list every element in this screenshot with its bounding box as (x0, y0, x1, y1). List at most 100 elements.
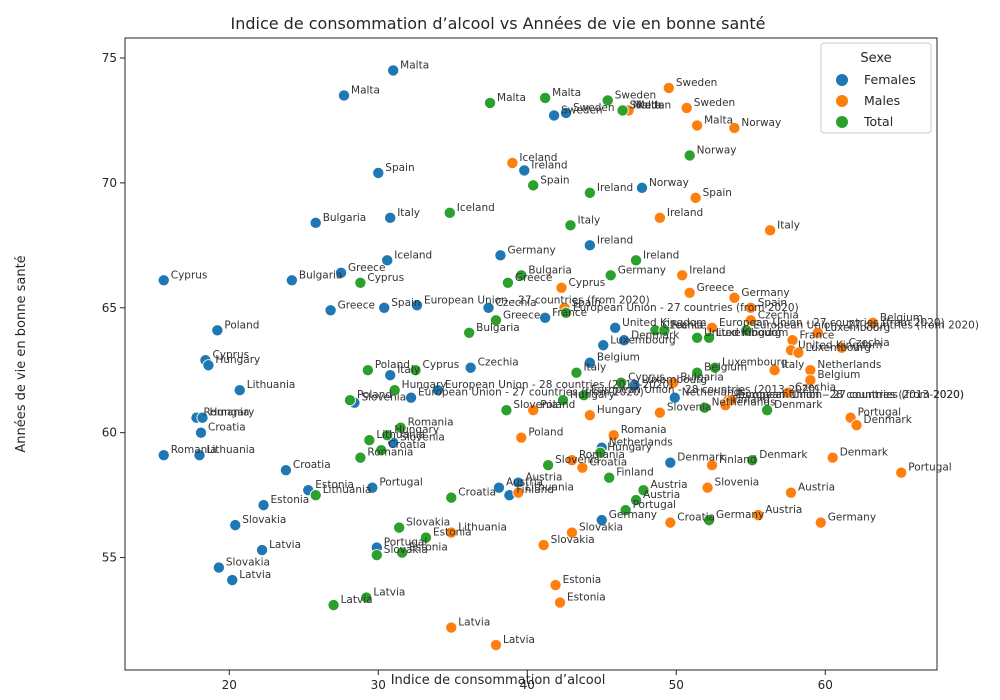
data-point (381, 254, 394, 267)
data-point (668, 391, 681, 404)
data-point (565, 454, 578, 467)
y-axis-label: Années de vie en bonne santé (14, 255, 29, 452)
data-point (577, 389, 590, 402)
data-point (560, 306, 573, 319)
data-point (388, 384, 401, 397)
point-label: Hungary (209, 407, 254, 419)
series-total (309, 91, 774, 612)
y-tick-label: 60 (102, 426, 117, 440)
data-point (691, 119, 704, 132)
point-label: Netherlands (609, 437, 673, 449)
data-point (285, 274, 298, 287)
point-label: European Union - 27 countries (from 2020… (424, 294, 650, 306)
point-label: Estonia (567, 592, 606, 604)
data-point (360, 591, 373, 604)
point-label: Germany (507, 244, 555, 256)
point-label: Belgium (817, 369, 860, 381)
point-label: Finland (732, 394, 770, 406)
data-point (786, 334, 799, 347)
data-point (565, 526, 578, 539)
data-point (506, 156, 519, 169)
point-label: Spain (540, 174, 569, 186)
point-label: Croatia (388, 439, 426, 451)
data-point (618, 334, 631, 347)
point-label: European Union - 27 countries (from 2020… (418, 387, 644, 399)
legend-label: Total (863, 114, 893, 129)
data-point (607, 429, 620, 442)
legend-label: Males (864, 93, 900, 108)
data-point (761, 404, 774, 417)
data-point (394, 421, 407, 434)
point-label: Italy (397, 207, 420, 219)
data-point (494, 249, 507, 262)
point-label: Estonia (315, 479, 354, 491)
data-point (630, 254, 643, 267)
point-label: United Kingdom (704, 327, 788, 339)
point-label: Portugal (379, 477, 423, 489)
data-point (354, 276, 367, 289)
y-tick-label: 55 (102, 551, 117, 565)
legend-label: Females (864, 72, 916, 87)
data-point (445, 526, 458, 539)
point-label: Greece (697, 282, 734, 294)
y-tick-label: 75 (102, 51, 117, 65)
point-label: Cyprus (628, 372, 665, 384)
point-label: Netherlands (817, 359, 881, 371)
plot-frame (124, 37, 938, 671)
point-label: Sweden (694, 97, 736, 109)
point-label: Ireland (597, 234, 633, 246)
data-point (335, 266, 348, 279)
point-label: Denmark (759, 449, 808, 461)
point-label: Belgium (597, 352, 640, 364)
point-label: European Union - 28 countries (2013-2020… (445, 379, 673, 391)
data-point (492, 481, 505, 494)
data-points (157, 64, 908, 652)
point-label: Poland (357, 389, 392, 401)
data-point (866, 316, 879, 329)
point-label: France (799, 329, 834, 341)
data-point (387, 64, 400, 77)
point-label: Portugal (858, 407, 902, 419)
data-point (157, 274, 170, 287)
data-point (484, 96, 497, 109)
point-label: European Union - 27 countries (from 2020… (719, 317, 945, 329)
point-label: Greece (503, 309, 540, 321)
data-point (257, 499, 270, 512)
data-point (752, 509, 765, 522)
legend-items: Females Males Total (836, 72, 916, 129)
point-label: Sweden (561, 104, 603, 116)
point-label: Slovakia (226, 557, 270, 569)
data-point (680, 101, 693, 114)
point-label: Netherlands (682, 387, 746, 399)
point-label: Austria (765, 504, 802, 516)
data-point (746, 454, 759, 467)
point-label: Sweden (615, 89, 657, 101)
point-label: Luxembourg (825, 322, 890, 334)
data-point (515, 431, 528, 444)
point-label: United Kingdom (798, 339, 882, 351)
point-label: Austria (650, 479, 687, 491)
point-label: Spain (703, 187, 732, 199)
data-point (542, 459, 555, 472)
point-label: Lithuania (376, 429, 425, 441)
data-point (194, 426, 207, 439)
point-label: Greece (338, 299, 375, 311)
point-label: Sweden (573, 102, 615, 114)
data-point (338, 89, 351, 102)
point-label: Hungary (570, 389, 615, 401)
point-label: Slovenia (400, 432, 445, 444)
data-point (583, 186, 596, 199)
point-label: Slovakia (579, 522, 623, 534)
data-point (548, 109, 561, 122)
data-point (703, 514, 716, 527)
data-point (658, 324, 671, 337)
legend-marker (836, 95, 848, 107)
data-point (782, 386, 795, 399)
point-label: Malta (636, 99, 665, 111)
data-point (811, 326, 824, 339)
point-label: Germany (828, 512, 876, 524)
point-label: Spain (385, 162, 414, 174)
data-point (744, 301, 757, 314)
point-label: Cyprus (212, 349, 249, 361)
point-label: Denmark (677, 452, 726, 464)
